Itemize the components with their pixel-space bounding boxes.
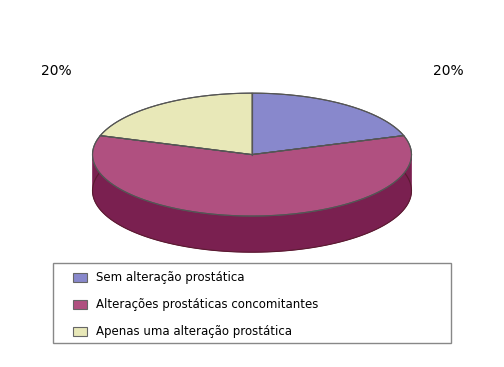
Text: 60%: 60% xyxy=(236,267,268,281)
Text: Apenas uma alteração prostática: Apenas uma alteração prostática xyxy=(96,325,292,338)
Text: Alterações prostáticas concomitantes: Alterações prostáticas concomitantes xyxy=(96,298,319,311)
Polygon shape xyxy=(252,93,404,155)
Polygon shape xyxy=(100,93,252,155)
Polygon shape xyxy=(93,155,411,252)
Bar xyxy=(73,327,87,337)
Text: Sem alteração prostática: Sem alteração prostática xyxy=(96,271,245,284)
Bar xyxy=(73,300,87,309)
Polygon shape xyxy=(93,135,411,216)
Text: 20%: 20% xyxy=(41,63,71,77)
Bar xyxy=(73,273,87,282)
Text: 20%: 20% xyxy=(433,63,463,77)
Bar xyxy=(52,263,452,342)
